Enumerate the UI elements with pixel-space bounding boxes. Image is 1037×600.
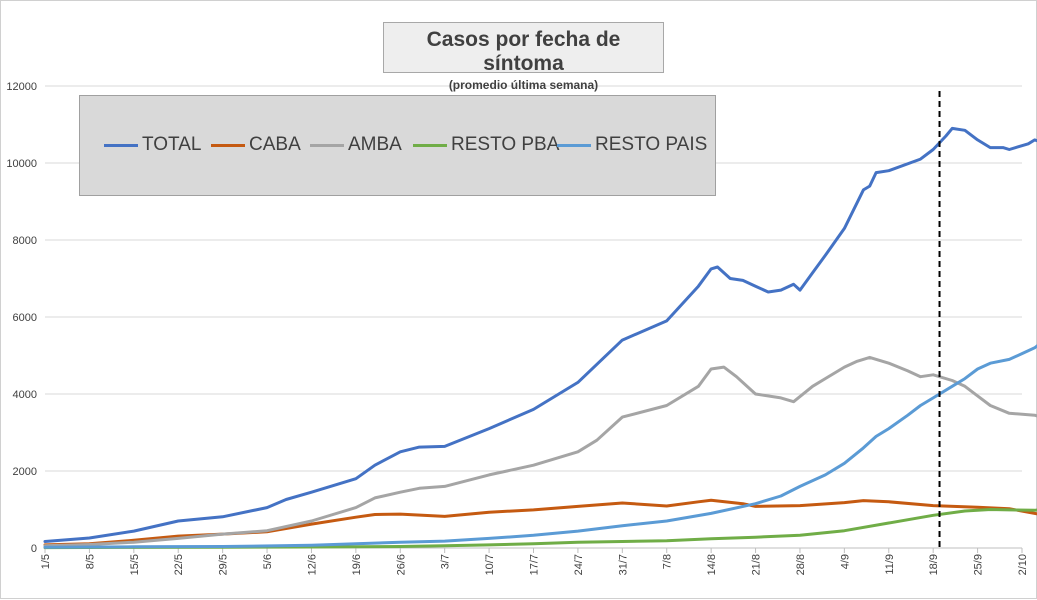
series-line-amba: [43, 355, 1037, 548]
y-tick-label-12000: 12000: [6, 81, 37, 93]
y-tick-label-10000: 10000: [6, 158, 37, 170]
legend-item-total: TOTAL: [104, 133, 201, 157]
x-tick-label-1: 8/5: [84, 554, 96, 569]
x-tick-label-8: 26/6: [395, 554, 407, 575]
x-tick-label-4: 29/5: [218, 554, 230, 575]
x-tick-label-14: 7/8: [662, 554, 674, 569]
x-tick-label-17: 28/8: [795, 554, 807, 575]
x-tick-label-12: 24/7: [573, 554, 585, 575]
x-tick-label-5: 5/6: [262, 554, 274, 569]
legend-item-caba: CABA: [211, 133, 301, 157]
legend-swatch-caba: [211, 143, 245, 147]
chart-subtitle: (promedio última semana): [448, 78, 599, 92]
x-tick-label-2: 15/5: [129, 554, 141, 575]
x-tick-label-9: 3/7: [440, 554, 452, 569]
x-tick-label-6: 12/6: [306, 554, 318, 575]
legend-label-total: TOTAL: [142, 134, 202, 155]
legend-swatch-resto-pais: [557, 143, 591, 147]
x-tick-label-16: 21/8: [751, 554, 763, 575]
y-tick-label-0: 0: [31, 543, 37, 555]
series-line-resto-pais: [43, 344, 1037, 549]
legend-swatch-amba: [310, 143, 344, 147]
y-tick-label-2000: 2000: [13, 466, 37, 478]
series-line-total: [43, 126, 1037, 543]
x-tick-label-19: 11/9: [884, 554, 896, 575]
legend: TOTAL CABA AMBA RESTO PBA RESTO PAIS: [79, 95, 716, 196]
series-line-caba: [43, 498, 1037, 547]
legend-item-resto-pais: RESTO PAIS: [557, 133, 707, 157]
legend-label-amba: AMBA: [348, 134, 402, 155]
legend-swatch-resto-pba: [413, 143, 447, 147]
legend-swatch-total: [104, 143, 138, 147]
x-tick-label-10: 10/7: [484, 554, 496, 575]
x-tick-label-3: 22/5: [173, 554, 185, 575]
x-tick-label-0: 1/5: [40, 554, 52, 569]
x-tick-label-22: 2/10: [1017, 554, 1029, 575]
y-tick-label-8000: 8000: [13, 235, 37, 247]
chart-title-box: Casos por fecha de síntoma (promedio últ…: [383, 22, 664, 92]
legend-label-resto-pais: RESTO PAIS: [595, 134, 708, 155]
x-tick-label-11: 17/7: [529, 554, 541, 575]
y-tick-label-4000: 4000: [13, 389, 37, 401]
legend-item-amba: AMBA: [310, 133, 402, 157]
legend-item-resto-pba: RESTO PBA: [413, 133, 559, 157]
x-tick-label-13: 31/7: [617, 554, 629, 575]
y-tick-label-6000: 6000: [13, 312, 37, 324]
x-tick-label-15: 14/8: [706, 554, 718, 575]
x-tick-label-20: 18/9: [928, 554, 940, 575]
legend-label-resto-pba: RESTO PBA: [451, 134, 560, 155]
x-tick-label-7: 19/6: [351, 554, 363, 575]
chart-title: Casos por fecha de síntoma: [426, 28, 621, 75]
x-tick-label-18: 4/9: [839, 554, 851, 569]
legend-label-caba: CABA: [249, 134, 301, 155]
x-tick-label-21: 25/9: [973, 554, 985, 575]
series-line-resto-pba: [43, 508, 1037, 550]
